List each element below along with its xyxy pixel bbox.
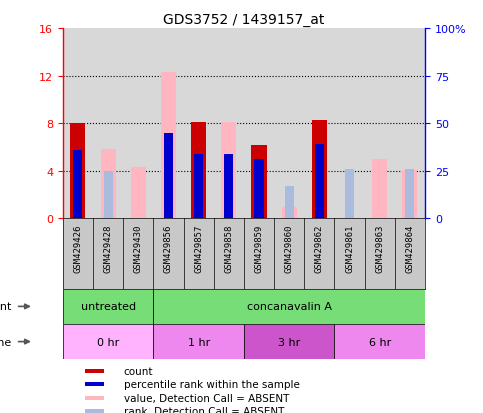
Bar [85,396,103,400]
Bar [194,154,203,219]
Bar [405,169,414,219]
Bar [244,324,334,359]
Bar [103,171,113,219]
Title: GDS3752 / 1439157_at: GDS3752 / 1439157_at [163,12,325,26]
Bar [224,154,233,219]
Text: GSM429857: GSM429857 [194,225,203,273]
Bar [161,73,176,219]
Bar [85,369,103,373]
Text: untreated: untreated [81,301,136,312]
Text: GSM429862: GSM429862 [315,225,324,273]
Bar [131,168,146,219]
Text: concanavalin A: concanavalin A [247,301,332,312]
Text: 6 hr: 6 hr [369,337,391,347]
Text: GSM429426: GSM429426 [73,225,83,273]
Bar [191,123,206,219]
Text: GSM429864: GSM429864 [405,225,414,273]
Bar [312,120,327,219]
Text: percentile rank within the sample: percentile rank within the sample [124,379,299,389]
Bar [71,124,85,219]
Bar [282,207,297,219]
Text: agent: agent [0,301,12,312]
Text: value, Detection Call = ABSENT: value, Detection Call = ABSENT [124,393,289,403]
Text: GSM429863: GSM429863 [375,225,384,273]
Bar [154,289,425,324]
Text: GSM429859: GSM429859 [255,225,264,273]
Bar [402,170,417,219]
Bar [85,409,103,413]
Bar [164,133,173,219]
Text: GSM429856: GSM429856 [164,225,173,273]
Text: 1 hr: 1 hr [187,337,210,347]
Bar [345,169,354,219]
Text: GSM429430: GSM429430 [134,225,143,273]
Bar [315,145,324,219]
Bar [73,150,83,219]
Bar [221,123,236,219]
Bar [372,159,387,219]
Bar [255,160,264,219]
Text: GSM429858: GSM429858 [224,225,233,273]
Bar [224,154,233,219]
Bar [284,187,294,219]
Text: GSM429860: GSM429860 [284,225,294,273]
Bar [63,324,154,359]
Text: GSM429428: GSM429428 [103,225,113,273]
Text: 3 hr: 3 hr [278,337,300,347]
Bar [85,382,103,386]
Bar [100,150,115,219]
Bar [334,324,425,359]
Text: GSM429861: GSM429861 [345,225,354,273]
Text: count: count [124,366,153,376]
Text: time: time [0,337,12,347]
Text: rank, Detection Call = ABSENT: rank, Detection Call = ABSENT [124,406,284,413]
Text: 0 hr: 0 hr [97,337,119,347]
Bar [154,324,244,359]
Bar [252,145,267,219]
Bar [63,289,154,324]
